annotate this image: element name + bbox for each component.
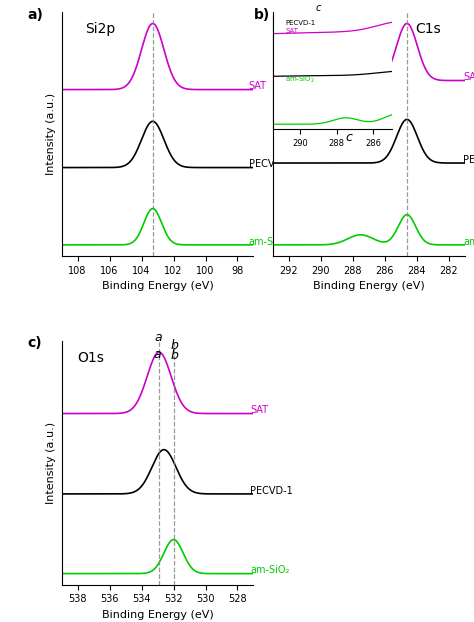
Text: am-SiO₂: am-SiO₂: [249, 236, 288, 246]
Text: c): c): [27, 337, 42, 350]
Text: $b$: $b$: [171, 348, 180, 362]
Text: SAT: SAT: [249, 81, 267, 91]
Text: PECVD-1: PECVD-1: [463, 155, 474, 165]
X-axis label: Binding Energy (eV): Binding Energy (eV): [102, 610, 213, 620]
Text: O1s: O1s: [77, 351, 104, 365]
Text: $c$: $c$: [345, 131, 353, 144]
Text: SAT: SAT: [250, 405, 268, 415]
Text: Si2p: Si2p: [85, 22, 115, 36]
X-axis label: Binding Energy (eV): Binding Energy (eV): [102, 281, 213, 291]
Text: am-SiO₂: am-SiO₂: [250, 565, 290, 575]
Text: C1s: C1s: [416, 22, 441, 36]
Y-axis label: Intensity (a.u.): Intensity (a.u.): [46, 93, 56, 175]
Text: $a$: $a$: [153, 348, 162, 361]
Text: PECVD-1: PECVD-1: [250, 486, 293, 496]
Text: am-SiO₂: am-SiO₂: [463, 236, 474, 246]
Text: $b$: $b$: [170, 338, 179, 352]
Text: $a$: $a$: [154, 331, 163, 344]
X-axis label: Binding Energy (eV): Binding Energy (eV): [313, 281, 424, 291]
Text: SAT: SAT: [463, 72, 474, 82]
Text: b): b): [254, 7, 270, 22]
Text: PECVD-1: PECVD-1: [249, 159, 292, 169]
Text: a): a): [27, 7, 43, 22]
Y-axis label: Intensity (a.u.): Intensity (a.u.): [46, 422, 56, 504]
